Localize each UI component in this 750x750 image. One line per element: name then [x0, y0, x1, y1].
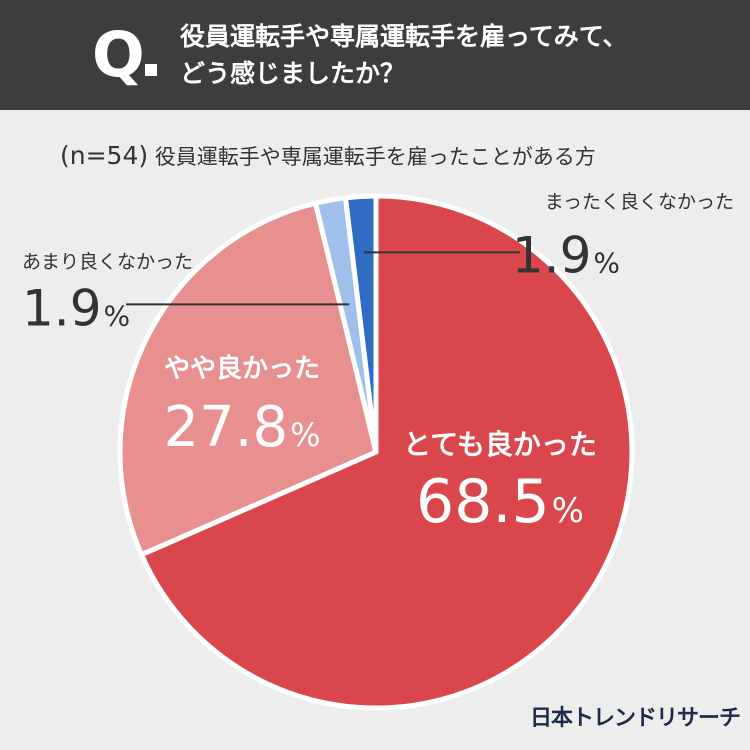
- slice-label-1: とても良かった: [403, 428, 597, 461]
- pie-slice-4: [343, 193, 379, 455]
- slice-value-4: 1.9%: [512, 226, 620, 284]
- slice-value-1: 68.5%: [416, 467, 584, 537]
- sample-size: (n=54): [60, 141, 149, 170]
- slice-label-3: あまり良くなかった: [22, 251, 193, 273]
- q-mark: Q: [92, 18, 145, 91]
- pie-slice-2: [117, 200, 379, 558]
- slice-label-4: まったく良くなかった: [545, 191, 734, 213]
- q-dot: [145, 64, 157, 76]
- slice-label-2: やや良かった: [164, 353, 320, 384]
- question-line-2: どう感じましたか？: [180, 59, 406, 88]
- question-header: Q 役員運転手や専属運転手を雇ってみて、 どう感じましたか？: [0, 0, 750, 110]
- question-line-1: 役員運転手や専属運転手を雇ってみて、: [180, 22, 628, 51]
- slice-value-2: 27.8%: [163, 395, 320, 460]
- pie-slice-1: [138, 193, 635, 711]
- chart-subtitle: (n=54) 役員運転手や専属運転手を雇ったことがある方: [60, 140, 596, 173]
- slice-value-3: 1.9%: [22, 279, 130, 337]
- brand-logo: 日本トレンドリサーチ: [530, 706, 741, 731]
- question-text: 役員運転手や専属運転手を雇ってみて、 どう感じましたか？: [180, 18, 628, 92]
- respondent-group: 役員運転手や専属運転手を雇ったことがある方: [154, 145, 596, 169]
